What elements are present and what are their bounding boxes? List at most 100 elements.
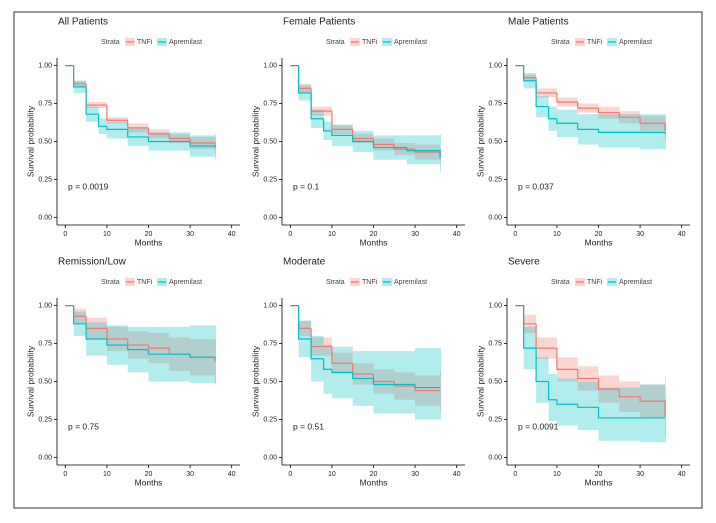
survival-step (393, 381, 416, 387)
confidence-band (665, 398, 667, 435)
survival-step (597, 407, 641, 419)
survival-step (547, 106, 557, 120)
survival-step (97, 114, 107, 127)
p-value: p = 0.0091 (518, 421, 559, 431)
confidence-band (536, 357, 549, 403)
legend-label: Apremilast (169, 39, 202, 46)
x-tick-label: 40 (678, 471, 686, 478)
y-tick-label: 1.00 (263, 302, 277, 309)
panel-title: Severe (508, 257, 540, 268)
legend-label: Apremilast (619, 39, 652, 46)
y-axis-title: Survival probability (250, 345, 260, 417)
survival-step (85, 323, 107, 340)
survival-step (189, 354, 216, 358)
x-tick-label: 30 (411, 471, 419, 478)
legend-label: TNFi (362, 39, 378, 46)
y-axis-title: Survival probability (475, 345, 485, 417)
x-tick-label: 40 (228, 471, 236, 478)
confidence-band (556, 378, 578, 426)
survival-step (372, 378, 416, 386)
y-tick-label: 0.25 (488, 416, 502, 423)
y-tick-label: 0.75 (488, 100, 502, 107)
y-tick-label: 0.00 (488, 454, 502, 461)
panel: Severe Strata TNFi Apremilast 0.00 0.25 0.50 0.… (475, 257, 690, 487)
survival-step (331, 111, 353, 130)
y-tick-label: 0.75 (263, 100, 277, 107)
survival-step (618, 112, 641, 118)
x-tick-label: 30 (186, 471, 194, 478)
legend-title: Strata (101, 279, 120, 286)
survival-step (352, 372, 374, 380)
survival-step (618, 389, 641, 398)
y-tick-label: 0.50 (38, 138, 52, 145)
y-tick-label: 1.00 (488, 62, 502, 69)
survival-step (577, 123, 599, 130)
survival-step (331, 130, 353, 137)
survival-step (639, 117, 666, 124)
survival-step (639, 396, 666, 402)
survival-step (547, 381, 557, 401)
x-tick-label: 10 (553, 231, 561, 238)
survival-step (127, 120, 149, 129)
survival-step (523, 65, 537, 82)
y-tick-label: 0.75 (488, 340, 502, 347)
survival-step (127, 345, 149, 351)
legend-label: TNFi (587, 279, 603, 286)
y-tick-label: 1.00 (488, 302, 502, 309)
x-tick-label: 10 (328, 231, 336, 238)
legend-title: Strata (101, 39, 120, 46)
x-tick-label: 20 (370, 471, 378, 478)
survival-step (406, 147, 441, 152)
confidence-band (665, 114, 667, 150)
y-tick-label: 0.50 (263, 138, 277, 145)
survival-step (523, 305, 537, 349)
x-axis-title: Months (360, 237, 388, 247)
survival-step (331, 346, 353, 364)
x-tick-label: 0 (288, 471, 292, 478)
survival-step (106, 126, 128, 130)
y-tick-label: 0.50 (263, 378, 277, 385)
p-value: p = 0.75 (68, 421, 99, 431)
x-tick-label: 20 (595, 231, 603, 238)
legend-title: Strata (551, 279, 570, 286)
confidence-band (548, 373, 557, 421)
y-tick-label: 0.25 (38, 176, 52, 183)
y-tick-label: 0.25 (488, 176, 502, 183)
x-tick-label: 20 (145, 471, 153, 478)
panel: Male Patients Strata TNFi Apremilast 0.00 0.2… (475, 17, 690, 247)
survival-step (556, 92, 578, 103)
survival-step (535, 80, 549, 108)
survival-step (189, 141, 216, 147)
x-tick-label: 40 (453, 231, 461, 238)
x-tick-label: 40 (678, 231, 686, 238)
x-tick-label: 30 (186, 231, 194, 238)
y-tick-label: 0.00 (263, 214, 277, 221)
confidence-band (598, 114, 641, 148)
survival-step (372, 141, 407, 149)
y-tick-label: 0.75 (38, 100, 52, 107)
y-tick-label: 0.00 (38, 454, 52, 461)
x-axis-title: Months (360, 477, 388, 487)
legend-label: TNFi (362, 279, 378, 286)
y-tick-label: 0.50 (38, 378, 52, 385)
p-value: p = 0.037 (518, 181, 554, 191)
figure-border (13, 11, 703, 509)
x-axis-title: Months (585, 237, 613, 247)
survival-step (556, 399, 578, 405)
confidence-band (640, 384, 666, 443)
x-axis-title: Months (585, 477, 613, 487)
survival-step (147, 136, 191, 143)
confidence-band (190, 325, 216, 384)
panel: All Patients Strata TNFi Apremilast 0.00 0.25… (25, 17, 240, 247)
confidence-band (415, 348, 441, 420)
legend-label: Apremilast (169, 279, 202, 286)
y-tick-label: 0.25 (263, 416, 277, 423)
legend-title: Strata (326, 39, 345, 46)
y-tick-label: 0.00 (488, 214, 502, 221)
panel-title: Remission/Low (58, 257, 127, 268)
survival-step (577, 404, 599, 408)
survival-step (393, 144, 416, 150)
x-axis-title: Months (135, 477, 163, 487)
legend-title: Strata (551, 39, 570, 46)
